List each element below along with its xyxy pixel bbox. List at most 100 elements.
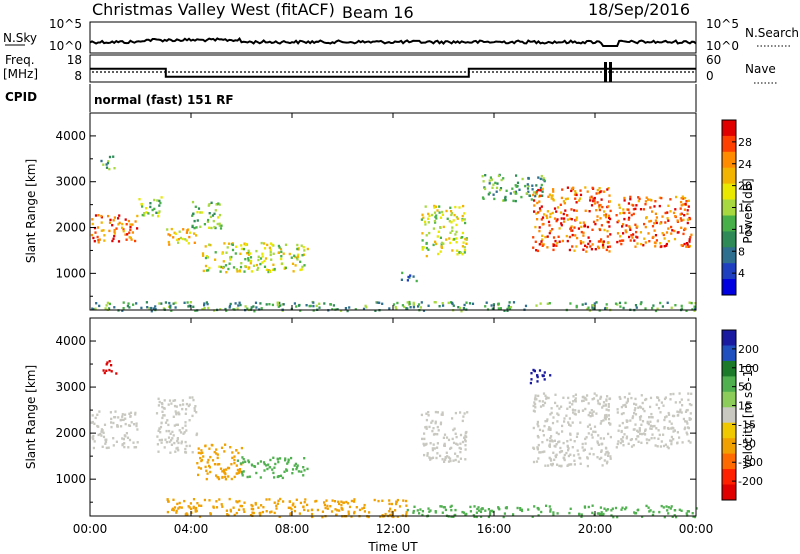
echo-cell: [604, 446, 608, 450]
echo-cell: [364, 304, 367, 308]
echo-cell: [98, 238, 101, 241]
colorbar-tick-label: 200: [738, 343, 759, 356]
echo-cell: [406, 307, 409, 310]
echo-cell: [560, 217, 563, 220]
echo-cell: [512, 199, 515, 203]
echo-cell: [447, 301, 450, 305]
echo-cell: [591, 243, 594, 246]
echo-cell: [435, 214, 438, 217]
echo-cell: [599, 203, 602, 207]
echo-cell: [306, 467, 309, 471]
echo-cell: [295, 305, 298, 308]
echo-cell: [666, 211, 669, 214]
echo-cell: [171, 508, 174, 511]
echo-cell: [635, 230, 638, 234]
echo-cell: [395, 307, 398, 311]
echo-cell: [202, 254, 205, 257]
echo-cell: [511, 187, 514, 190]
echo-cell: [174, 232, 177, 235]
echo-cell: [537, 457, 540, 460]
echo-cell: [105, 438, 108, 441]
echo-cell: [188, 235, 191, 239]
echo-cell: [649, 509, 652, 512]
echo-cell: [599, 512, 602, 516]
echo-region: [481, 173, 546, 203]
echo-cell: [197, 451, 200, 455]
echo-cell: [566, 197, 569, 200]
echo-cell: [158, 427, 161, 430]
echo-cell: [298, 512, 301, 515]
echo-cell: [419, 306, 422, 309]
echo-cell: [688, 403, 691, 406]
echo-cell: [562, 396, 565, 399]
echo-cell: [561, 239, 564, 243]
echo-cell: [111, 239, 114, 243]
echo-cell: [650, 416, 653, 419]
echo-cell: [575, 245, 578, 248]
echo-cell: [456, 249, 459, 252]
echo-cell: [151, 208, 154, 212]
echo-cell: [161, 416, 164, 420]
echo-cell: [235, 472, 238, 475]
echo-cell: [184, 424, 187, 427]
echo-cell: [308, 304, 311, 308]
echo-cell: [265, 510, 268, 513]
echo-cell: [138, 198, 141, 201]
echo-cell: [128, 231, 131, 234]
echo-cell: [666, 217, 669, 220]
echo-cell: [100, 229, 103, 232]
echo-cell: [191, 214, 194, 217]
echo-cell: [676, 410, 679, 413]
echo-cell: [548, 426, 551, 429]
echo-cell: [536, 249, 540, 253]
echo-cell: [684, 410, 688, 413]
echo-cell: [690, 301, 693, 305]
echo-cell: [307, 509, 310, 512]
station-title: Christmas Valley West (fitACF): [92, 0, 335, 19]
echo-cell: [205, 301, 208, 304]
echo-cell: [532, 404, 535, 408]
echo-cell: [218, 224, 221, 227]
echo-cell: [221, 470, 224, 473]
echo-cell: [624, 403, 627, 407]
echo-cell: [544, 394, 547, 397]
echo-cell: [449, 459, 452, 463]
echo-cell: [208, 499, 211, 502]
echo-cell: [96, 226, 100, 229]
echo-cell: [587, 402, 590, 405]
echo-cell: [555, 219, 558, 223]
echo-cell: [193, 232, 196, 235]
echo-cell: [453, 237, 456, 241]
echo-cell: [280, 257, 283, 261]
echo-cell: [193, 219, 196, 223]
echo-cell: [176, 439, 179, 443]
echo-cell: [100, 430, 103, 433]
echo-cell: [121, 437, 124, 440]
echo-cell: [208, 447, 211, 450]
echo-cell: [377, 499, 380, 503]
echo-cell: [680, 244, 683, 247]
echo-cell: [491, 509, 494, 513]
echo-cell: [421, 437, 424, 441]
echo-cell: [452, 304, 455, 307]
y-tick-label: 1000: [55, 266, 86, 280]
echo-cell: [388, 307, 391, 310]
echo-cell: [670, 422, 673, 425]
echo-cell: [629, 195, 632, 199]
echo-cell: [672, 438, 675, 441]
echo-cell: [507, 304, 510, 308]
echo-cell: [215, 506, 219, 509]
echo-cell: [549, 463, 553, 466]
echo-cell: [574, 399, 577, 402]
echo-cell: [602, 240, 605, 243]
echo-cell: [605, 408, 608, 411]
echo-cell: [299, 260, 302, 263]
echo-cell: [241, 474, 244, 477]
echo-cell: [218, 463, 221, 466]
echo-cell: [571, 408, 574, 411]
echo-cell: [539, 405, 543, 408]
echo-cell: [168, 243, 171, 246]
echo-cell: [168, 399, 172, 402]
echo-cell: [632, 233, 635, 236]
